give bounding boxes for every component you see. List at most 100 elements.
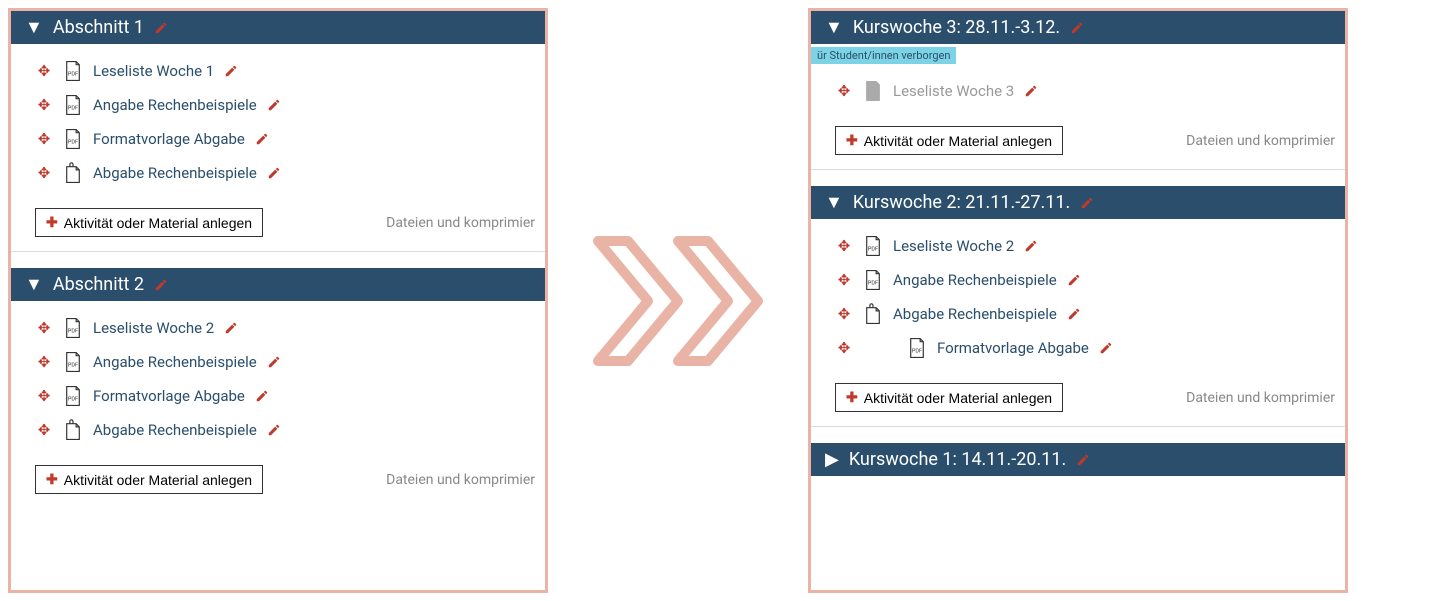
section-body-kw3: ✥ PDF Leseliste Woche 3 (811, 64, 1345, 112)
activity-row: ✥ PDF Angabe Rechenbeispiele (35, 88, 531, 122)
add-activity-label: Aktivität oder Material anlegen (864, 390, 1052, 406)
pdf-icon: PDF (63, 60, 83, 82)
edit-section-icon[interactable] (1080, 196, 1094, 210)
activity-link[interactable]: Abgabe Rechenbeispiele (93, 421, 257, 439)
section-title: Kurswoche 1: 14.11.-20.11. (849, 449, 1066, 470)
move-handle-icon[interactable]: ✥ (835, 237, 853, 255)
section-footer-1: ✚ Aktivität oder Material anlegen Dateie… (11, 194, 545, 252)
assignment-icon (63, 419, 83, 441)
activity-link[interactable]: Angabe Rechenbeispiele (893, 271, 1057, 289)
edit-section-icon[interactable] (1070, 21, 1084, 35)
activity-row: ✥ PDF Leseliste Woche 2 (35, 311, 531, 345)
add-activity-button[interactable]: ✚ Aktivität oder Material anlegen (835, 383, 1063, 412)
edit-icon[interactable] (1099, 341, 1113, 355)
move-handle-icon[interactable]: ✥ (35, 96, 53, 114)
activity-row: ✥ PDF Angabe Rechenbeispiele (835, 263, 1331, 297)
pdf-icon: PDF (863, 80, 883, 102)
move-handle-icon[interactable]: ✥ (835, 271, 853, 289)
activity-link[interactable]: Formatvorlage Abgabe (937, 339, 1089, 357)
move-handle-icon[interactable]: ✥ (35, 62, 53, 80)
collapse-toggle[interactable]: ▼ (825, 17, 843, 38)
activity-link[interactable]: Angabe Rechenbeispiele (93, 353, 257, 371)
move-handle-icon[interactable]: ✥ (35, 421, 53, 439)
section-header-kw2: ▼ Kurswoche 2: 21.11.-27.11. (811, 186, 1345, 219)
activity-link[interactable]: Leseliste Woche 1 (93, 62, 214, 80)
activity-link[interactable]: Abgabe Rechenbeispiele (93, 164, 257, 182)
move-handle-icon[interactable]: ✥ (35, 130, 53, 148)
edit-icon[interactable] (1067, 307, 1081, 321)
pdf-icon: PDF (63, 351, 83, 373)
edit-icon[interactable] (255, 132, 269, 146)
plus-icon: ✚ (46, 471, 58, 488)
section-header-1: ▼ Abschnitt 1 (11, 11, 545, 44)
collapse-toggle[interactable]: ▼ (825, 192, 843, 213)
add-activity-button[interactable]: ✚ Aktivität oder Material anlegen (35, 465, 263, 494)
section-title: Abschnitt 2 (53, 274, 144, 295)
activity-link[interactable]: Leseliste Woche 3 (893, 82, 1014, 100)
add-activity-label: Aktivität oder Material anlegen (64, 215, 252, 231)
edit-icon[interactable] (1024, 84, 1038, 98)
after-panel: ▼ Kurswoche 3: 28.11.-3.12. ür Student/i… (808, 8, 1348, 593)
svg-text:PDF: PDF (68, 329, 78, 335)
assignment-icon (63, 162, 83, 184)
transition-arrows (578, 221, 778, 381)
hidden-badge-row: ür Student/innen verborgen (811, 44, 1345, 64)
activity-row: ✥ Abgabe Rechenbeispiele (835, 297, 1331, 331)
add-activity-button[interactable]: ✚ Aktivität oder Material anlegen (35, 208, 263, 237)
drag-hint: Dateien und komprimier (1186, 133, 1335, 149)
pdf-icon: PDF (907, 337, 927, 359)
edit-icon[interactable] (267, 98, 281, 112)
assignment-icon (863, 303, 883, 325)
edit-section-icon[interactable] (154, 21, 168, 35)
edit-icon[interactable] (1024, 239, 1038, 253)
svg-text:PDF: PDF (868, 92, 878, 98)
section-header-kw1: ▶ Kurswoche 1: 14.11.-20.11. (811, 443, 1345, 476)
activity-link[interactable]: Leseliste Woche 2 (893, 237, 1014, 255)
edit-section-icon[interactable] (154, 278, 168, 292)
collapse-toggle[interactable]: ▼ (25, 17, 43, 38)
edit-icon[interactable] (267, 423, 281, 437)
svg-text:PDF: PDF (68, 363, 78, 369)
section-footer-2: ✚ Aktivität oder Material anlegen Dateie… (11, 451, 545, 508)
move-handle-icon[interactable]: ✥ (35, 353, 53, 371)
section-header-kw3: ▼ Kurswoche 3: 28.11.-3.12. (811, 11, 1345, 44)
edit-icon[interactable] (224, 64, 238, 78)
activity-link[interactable]: Angabe Rechenbeispiele (93, 96, 257, 114)
svg-text:PDF: PDF (868, 247, 878, 253)
edit-icon[interactable] (224, 321, 238, 335)
expand-toggle[interactable]: ▶ (825, 449, 839, 470)
add-activity-button[interactable]: ✚ Aktivität oder Material anlegen (835, 126, 1063, 155)
collapse-toggle[interactable]: ▼ (25, 274, 43, 295)
move-handle-icon[interactable]: ✥ (835, 82, 853, 100)
activity-row: ✥ PDF Angabe Rechenbeispiele (35, 345, 531, 379)
plus-icon: ✚ (846, 132, 858, 149)
move-handle-icon[interactable]: ✥ (35, 387, 53, 405)
add-activity-label: Aktivität oder Material anlegen (64, 472, 252, 488)
activity-link[interactable]: Abgabe Rechenbeispiele (893, 305, 1057, 323)
svg-text:PDF: PDF (68, 72, 78, 78)
section-title: Abschnitt 1 (53, 17, 144, 38)
move-handle-icon[interactable]: ✥ (35, 164, 53, 182)
activity-link[interactable]: Leseliste Woche 2 (93, 319, 214, 337)
pdf-icon: PDF (63, 128, 83, 150)
activity-link[interactable]: Formatvorlage Abgabe (93, 130, 245, 148)
edit-section-icon[interactable] (1076, 453, 1090, 467)
edit-icon[interactable] (255, 389, 269, 403)
move-handle-icon[interactable]: ✥ (835, 339, 853, 357)
edit-icon[interactable] (1067, 273, 1081, 287)
activity-row: ✥ PDF Formatvorlage Abgabe (35, 379, 531, 413)
add-activity-label: Aktivität oder Material anlegen (864, 133, 1052, 149)
activity-row: ✥ PDF Formatvorlage Abgabe (835, 331, 1331, 365)
pdf-icon: PDF (863, 235, 883, 257)
pdf-icon: PDF (63, 317, 83, 339)
svg-text:PDF: PDF (868, 281, 878, 287)
before-panel: ▼ Abschnitt 1 ✥ PDF Leseliste Woche 1 ✥ … (8, 8, 548, 593)
edit-icon[interactable] (267, 166, 281, 180)
move-handle-icon[interactable]: ✥ (835, 305, 853, 323)
activity-row: ✥ Abgabe Rechenbeispiele (35, 413, 531, 447)
pdf-icon: PDF (63, 385, 83, 407)
activity-link[interactable]: Formatvorlage Abgabe (93, 387, 245, 405)
move-handle-icon[interactable]: ✥ (35, 319, 53, 337)
edit-icon[interactable] (267, 355, 281, 369)
svg-text:PDF: PDF (68, 106, 78, 112)
